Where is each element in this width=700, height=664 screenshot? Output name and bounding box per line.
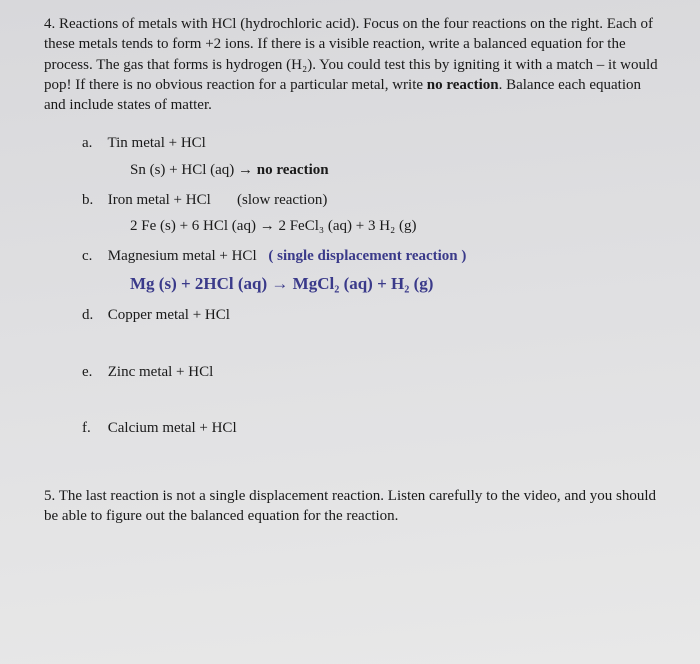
item-c-hand-note: ( single displacement reaction ) (268, 248, 466, 264)
item-b-title: Iron metal + HCl (108, 192, 211, 208)
q5-number: 5. (44, 488, 55, 504)
item-c: c. Magnesium metal + HCl ( single displa… (82, 246, 660, 266)
item-b-note: (slow reaction) (237, 192, 327, 208)
item-a-label: a. (82, 133, 104, 153)
item-a-answer-pre: Sn (s) + HCl (aq) → (130, 162, 257, 178)
item-f: f. Calcium metal + HCl (82, 418, 660, 438)
item-d-label: d. (82, 305, 104, 325)
item-b-label: b. (82, 190, 104, 210)
item-a-answer-bold: no reaction (257, 162, 329, 178)
item-e: e. Zinc metal + HCl (82, 362, 660, 382)
item-b-answer-text: 2 Fe (s) + 6 HCl (aq) → 2 FeCl₃ (aq) + 3… (130, 218, 417, 234)
q4-intro-bold: no reaction (427, 77, 499, 93)
item-b: b. Iron metal + HCl (slow reaction) (82, 190, 660, 210)
item-d-title: Copper metal + HCl (108, 307, 230, 323)
question-4-intro: 4. Reactions of metals with HCl (hydroch… (44, 14, 660, 115)
q4-number: 4. (44, 16, 55, 32)
item-a: a. Tin metal + HCl (82, 133, 660, 153)
item-a-title: Tin metal + HCl (107, 135, 205, 151)
q4-sub-items: a. Tin metal + HCl Sn (s) + HCl (aq) → n… (44, 133, 660, 438)
item-c-hand-answer: Mg (s) + 2HCl (aq) → MgCl₂ (aq) + H₂ (g) (82, 273, 660, 296)
q5-text: The last reaction is not a single displa… (44, 488, 656, 524)
item-d: d. Copper metal + HCl (82, 305, 660, 325)
question-5: 5. The last reaction is not a single dis… (44, 486, 660, 527)
item-c-label: c. (82, 246, 104, 266)
item-f-label: f. (82, 418, 104, 438)
item-e-title: Zinc metal + HCl (108, 364, 214, 380)
item-f-title: Calcium metal + HCl (108, 420, 237, 436)
item-c-title: Magnesium metal + HCl (108, 248, 257, 264)
item-e-label: e. (82, 362, 104, 382)
item-b-answer: 2 Fe (s) + 6 HCl (aq) → 2 FeCl₃ (aq) + 3… (82, 216, 660, 236)
item-a-answer: Sn (s) + HCl (aq) → no reaction (82, 160, 660, 180)
